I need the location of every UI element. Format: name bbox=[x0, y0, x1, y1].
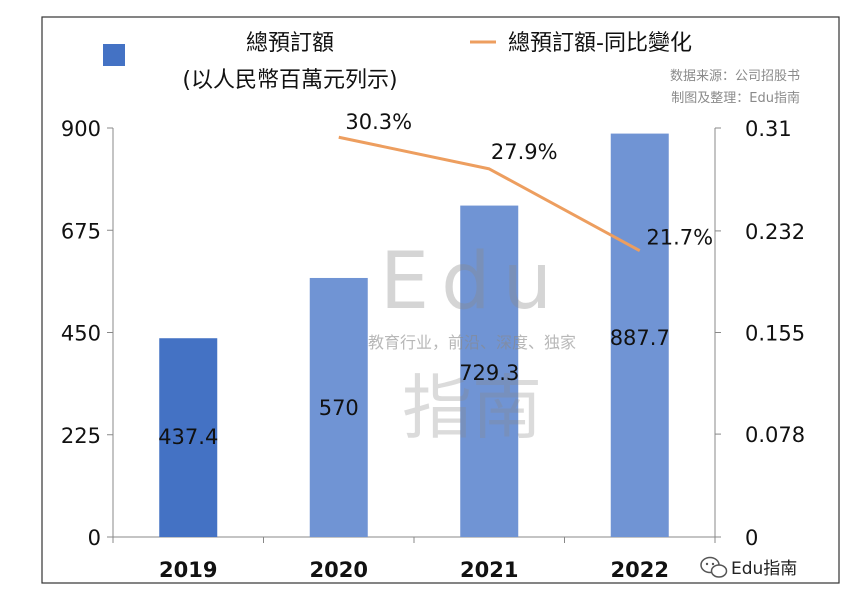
y-left-tick-label: 675 bbox=[61, 219, 101, 243]
chart-frame bbox=[41, 16, 840, 584]
yoy-line-path bbox=[338, 135, 641, 253]
brand-text: Edu指南 bbox=[731, 559, 797, 579]
y-left-tick-label: 450 bbox=[61, 322, 101, 346]
y-right-tick-label: 0.078 bbox=[745, 423, 805, 447]
bar-data-label: 437.4 bbox=[158, 425, 218, 449]
y-right-tick-label: 0 bbox=[745, 526, 758, 550]
bar bbox=[460, 205, 519, 537]
y-right-tick-label: 0.31 bbox=[745, 117, 792, 141]
brand-badge: Edu指南 bbox=[700, 556, 797, 579]
bar bbox=[309, 277, 368, 537]
yoy-line: 30.3% 27.9% 21.7% bbox=[338, 110, 713, 253]
bar-data-label: 570 bbox=[319, 396, 359, 420]
yoy-data-label: 30.3% bbox=[345, 110, 412, 134]
source-note-line1: 数据来源：公司招股书 bbox=[670, 69, 800, 84]
x-tick-label: 2022 bbox=[611, 558, 669, 582]
bar-data-labels: 437.4 570 729.3 887.7 bbox=[158, 326, 670, 449]
yoy-data-label: 27.9% bbox=[491, 140, 558, 164]
bar bbox=[159, 338, 218, 537]
legend-bar-label-line1: 總預訂額 bbox=[246, 31, 334, 56]
watermark-cn: 指南 bbox=[402, 367, 542, 449]
bar-data-label: 729.3 bbox=[459, 361, 519, 385]
legend-line-label: 總預訂額-同比變化 bbox=[508, 31, 692, 56]
source-note-line2: 制图及整理：Edu指南 bbox=[671, 90, 800, 106]
legend-bar-swatch bbox=[103, 44, 125, 66]
y-right-tick-label: 0.232 bbox=[745, 220, 805, 244]
watermark-slogan: 教育行业，前沿、深度、独家 bbox=[368, 333, 576, 352]
y-right-tick-label: 0.155 bbox=[745, 322, 805, 346]
y-left-tick-label: 225 bbox=[61, 424, 101, 448]
bar bbox=[610, 133, 669, 537]
y-left-tick-label: 0 bbox=[88, 526, 101, 550]
x-tick-label: 2021 bbox=[460, 558, 518, 582]
yoy-data-label: 21.7% bbox=[646, 226, 713, 250]
x-tick-label: 2019 bbox=[159, 558, 217, 582]
bars bbox=[159, 133, 669, 537]
watermark-latin: Edu bbox=[380, 237, 564, 327]
x-tick-label: 2020 bbox=[310, 558, 368, 582]
legend-bar-label-line2: (以人民幣百萬元列示) bbox=[182, 68, 397, 93]
y-left-tick-label: 900 bbox=[61, 117, 101, 141]
bar-data-label: 887.7 bbox=[610, 326, 670, 350]
wechat-icon bbox=[700, 556, 728, 578]
